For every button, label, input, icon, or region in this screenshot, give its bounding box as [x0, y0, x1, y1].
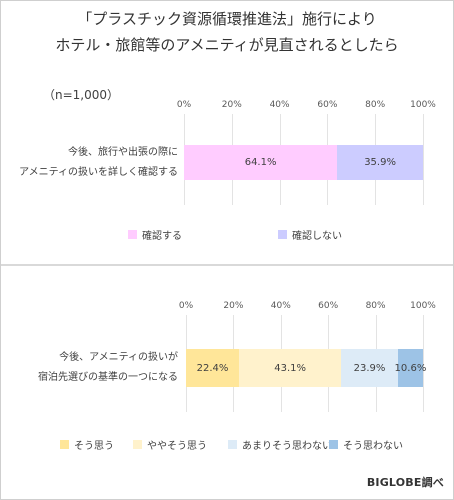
x-tick-label: 100% — [410, 100, 436, 110]
legend-swatch — [133, 440, 142, 449]
legend-label: あまりそう思わない — [242, 441, 332, 452]
bar-segment: 43.1% — [239, 349, 342, 387]
category-label-line: 今後、アメニティの扱いが — [59, 352, 178, 363]
legend-item: そう思わない — [329, 437, 403, 452]
x-tick-label: 20% — [221, 100, 242, 110]
data-label: 23.9% — [353, 362, 386, 374]
sample-size-note: （n=1,000） — [43, 88, 120, 102]
x-tick-label: 60% — [318, 301, 339, 311]
chart-title-line1: 「プラスチック資源循環推進法」施行により — [77, 10, 377, 28]
legend-swatch — [278, 230, 287, 239]
x-tick-label: 80% — [365, 100, 386, 110]
legend-label: 確認する — [142, 231, 182, 242]
legend-swatch — [128, 230, 137, 239]
legend-item: 確認しない — [278, 227, 342, 242]
legend-label: ややそう思う — [147, 441, 207, 452]
data-label: 35.9% — [364, 157, 396, 168]
x-tick-label: 80% — [365, 301, 386, 311]
data-label: 10.6% — [394, 362, 427, 374]
x-gridline — [423, 315, 424, 412]
legend-swatch — [60, 440, 69, 449]
category-label: 今後、アメニティの扱いが宿泊先選びの基準の一つになる — [38, 348, 178, 388]
panel-divider — [1, 264, 453, 266]
bar-segment: 64.1% — [184, 145, 338, 180]
x-tick-label: 0% — [176, 100, 192, 110]
category-label: 今後、旅行や出張の際にアメニティの扱いを詳しく確認する — [19, 143, 178, 183]
category-label-line: アメニティの扱いを詳しく確認する — [19, 166, 178, 178]
x-gridline — [423, 114, 424, 205]
bar-segment: 22.4% — [186, 349, 240, 387]
legend-item: 確認する — [128, 227, 182, 242]
x-tick-label: 40% — [270, 301, 291, 311]
source-credit: BIGLOBE調べ — [366, 476, 444, 489]
legend-item: ややそう思う — [133, 437, 207, 452]
legend-item: あまりそう思わない — [228, 437, 332, 452]
x-tick-label: 60% — [317, 100, 338, 110]
data-label: 22.4% — [196, 362, 229, 374]
legend-swatch — [329, 440, 338, 449]
legend-label: そう思わない — [343, 441, 403, 452]
data-label: 64.1% — [244, 157, 277, 168]
category-label-line: 今後、旅行や出張の際に — [68, 146, 178, 158]
legend-label: 確認しない — [292, 231, 342, 242]
x-tick-label: 0% — [178, 301, 194, 311]
x-tick-label: 40% — [269, 100, 290, 110]
data-label: 43.1% — [274, 362, 307, 374]
legend-label: そう思う — [74, 441, 114, 452]
bar-segment: 10.6% — [395, 349, 426, 387]
x-tick-label: 20% — [223, 301, 244, 311]
bar-segment: 35.9% — [337, 145, 423, 180]
chart-title-line2: ホテル・旅館等のアメニティが見直されるとしたら — [55, 36, 399, 54]
x-tick-label: 100% — [410, 301, 436, 311]
legend-item: そう思う — [60, 437, 114, 452]
legend-swatch — [228, 440, 237, 449]
bar-segment: 23.9% — [341, 349, 398, 387]
category-label-line: 宿泊先選びの基準の一つになる — [38, 372, 178, 383]
